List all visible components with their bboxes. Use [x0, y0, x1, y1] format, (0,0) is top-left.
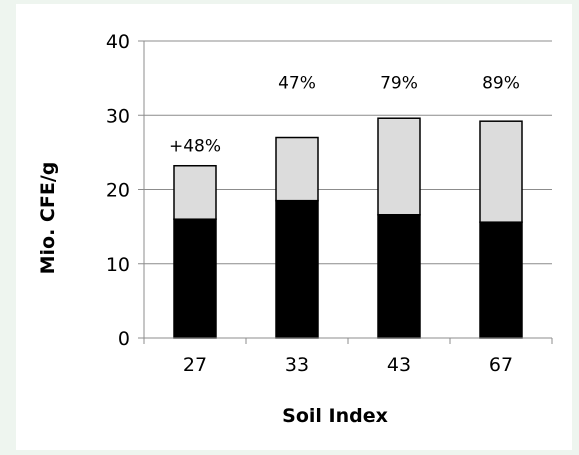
bar-percent-label: 47%: [278, 74, 316, 94]
bar-segment-lower: [479, 221, 523, 339]
bar-segment-upper: [377, 117, 421, 216]
bar-segment-upper: [479, 120, 523, 223]
y-tick-label: 10: [106, 254, 130, 276]
chart-panel: 0 10 20 30 40 27 33 43 67 +48% 47% 79% 89% Soil Ind…: [16, 4, 572, 450]
bar-percent-label: 79%: [380, 74, 418, 94]
axes-layer: 0 10 20 30 40: [106, 31, 553, 350]
x-tick-label: 33: [285, 354, 309, 376]
bars-layer: [173, 117, 523, 339]
y-axis-title: Mio. CFE/g: [37, 162, 59, 275]
x-tick-label: 43: [387, 354, 411, 376]
y-tick-label: 30: [106, 105, 130, 127]
stacked-bar-chart: 0 10 20 30 40 27 33 43 67 +48% 47% 79% 89% Soil Ind…: [37, 31, 553, 427]
bar-segment-upper: [173, 164, 217, 220]
bar-percent-label: +48%: [169, 137, 221, 157]
y-tick-label: 0: [118, 328, 130, 350]
bar-segment-upper: [275, 136, 319, 202]
x-tick-label: 67: [489, 354, 513, 376]
x-tick-label: 27: [183, 354, 207, 376]
labels-layer: 27 33 43 67 +48% 47% 79% 89%: [169, 74, 520, 376]
y-tick-label: 20: [106, 180, 130, 202]
y-tick-label: 40: [106, 31, 130, 53]
bar-segment-lower: [275, 199, 319, 339]
bar-segment-lower: [377, 213, 421, 339]
bar-segment-lower: [173, 218, 217, 339]
bar-percent-label: 89%: [482, 74, 520, 94]
x-axis-title: Soil Index: [282, 405, 388, 427]
